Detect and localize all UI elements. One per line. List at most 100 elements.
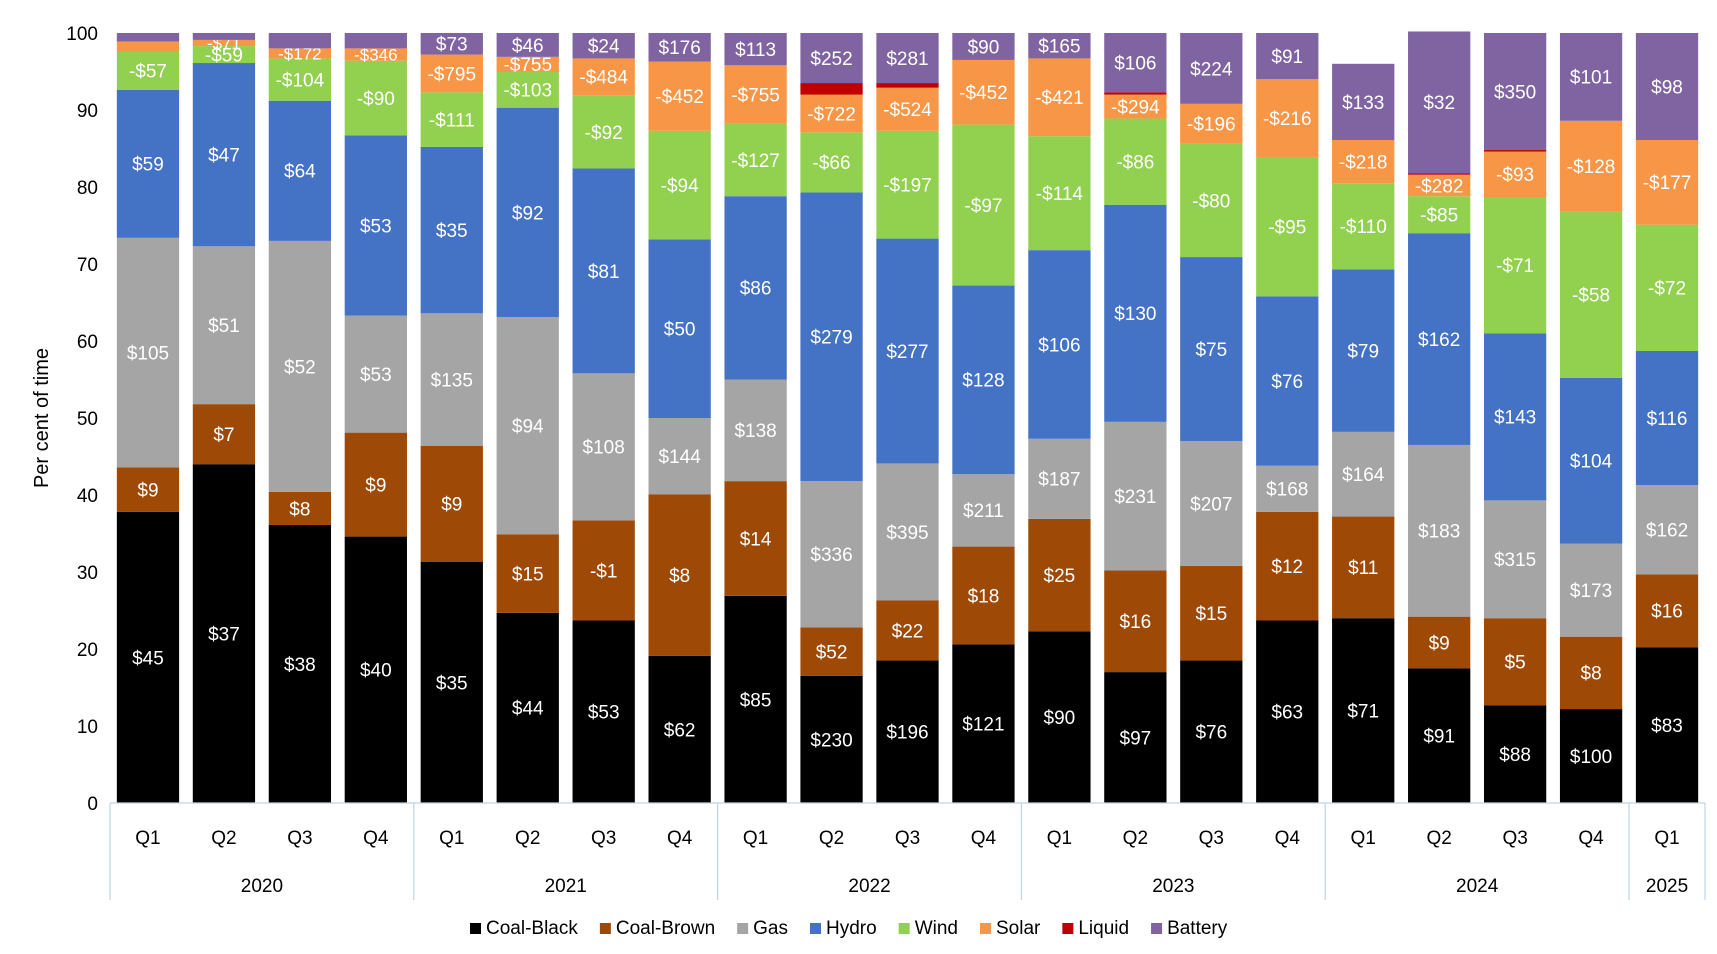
bar-segment-solar: [1408, 174, 1471, 197]
data-label: -$72: [1648, 279, 1686, 300]
legend-swatch-gas: [737, 923, 749, 934]
data-label: -$71: [1496, 256, 1534, 277]
data-label: $277: [886, 342, 928, 363]
legend-swatch-solar: [979, 923, 991, 934]
bar-segment-solar: [116, 41, 180, 52]
bar-segment-coal-black: [496, 612, 559, 803]
data-label: $15: [512, 564, 544, 585]
data-label: $62: [664, 720, 696, 741]
bar-segment-gas: [1028, 438, 1091, 519]
data-label: $35: [436, 673, 468, 694]
bar-segment-hydro: [1104, 204, 1167, 422]
data-label: -$59: [205, 45, 243, 66]
x-tick-label-quarter: Q4: [667, 828, 693, 849]
bar-segment-wind: [1408, 196, 1471, 234]
x-tick-label-quarter: Q4: [363, 828, 389, 849]
bar-segment-hydro: [800, 192, 863, 482]
bar-segment-hydro: [876, 238, 939, 464]
bar-segment-battery: [1483, 33, 1547, 151]
bar-segment-gas: [876, 463, 939, 601]
data-label: -$452: [959, 83, 1008, 104]
bar-segment-gas: [724, 379, 787, 482]
bar-segment-coal-black: [344, 536, 407, 803]
data-label: $14: [740, 529, 772, 550]
x-tick-label-quarter: Q1: [1654, 828, 1679, 849]
data-label: $24: [588, 37, 620, 58]
data-label: $47: [208, 146, 240, 167]
data-label: -$795: [427, 64, 476, 85]
data-label: $128: [962, 371, 1004, 392]
bar-segment-solar: [268, 48, 332, 59]
bar-segment-coal-black: [1483, 705, 1547, 803]
data-label: $5: [1505, 653, 1526, 674]
bar-segment-coal-brown: [952, 546, 1015, 645]
bar-segment-gas: [192, 246, 256, 405]
bar-segment-wind: [1256, 156, 1319, 297]
data-label: $53: [360, 365, 392, 386]
bar-segment-hydro: [1028, 250, 1091, 439]
bar-segment-battery: [952, 33, 1015, 60]
data-label: $196: [886, 723, 928, 744]
legend-swatch-battery: [1151, 923, 1163, 934]
bar-segment-hydro: [1559, 377, 1623, 544]
data-label: $46: [512, 36, 544, 57]
bar-segment-coal-black: [1180, 660, 1243, 803]
bar-segment-battery: [1332, 63, 1395, 141]
legend-swatch-coal-black: [470, 923, 481, 934]
data-label: -$218: [1339, 152, 1388, 173]
data-label: $40: [360, 661, 392, 682]
data-label: $104: [1570, 452, 1613, 473]
bar-segment-wind: [268, 58, 332, 101]
bar-segment-wind: [648, 130, 711, 240]
legend-label: Gas: [753, 918, 788, 939]
data-label: $224: [1190, 59, 1233, 80]
data-label: $52: [816, 643, 848, 664]
data-label: $83: [1651, 716, 1683, 737]
x-tick-label-quarter: Q1: [439, 828, 464, 849]
data-label: $9: [365, 475, 386, 496]
data-label: $8: [289, 499, 310, 520]
bar-segment-hydro: [1332, 269, 1395, 432]
bar-segment-hydro: [496, 107, 559, 318]
data-label: $9: [441, 495, 462, 516]
bar-segment-hydro: [1483, 333, 1547, 501]
y-tick-label: 90: [77, 101, 98, 122]
data-label: $90: [968, 37, 1000, 58]
data-label: -$755: [731, 85, 780, 106]
bar-segment-gas: [496, 317, 559, 535]
bar-segment-coal-black: [1408, 668, 1471, 803]
bar-segment-gas: [648, 418, 711, 495]
x-tick-label-quarter: Q3: [287, 828, 312, 849]
data-label: $12: [1271, 557, 1303, 578]
data-label: $90: [1044, 708, 1076, 729]
data-label: $9: [1429, 633, 1450, 654]
bar-segment-coal-black: [1635, 647, 1699, 803]
bar-segment-hydro: [1180, 257, 1243, 442]
x-tick-label-year: 2022: [848, 876, 890, 897]
data-label: -$196: [1187, 115, 1236, 136]
bar-segment-gas: [952, 474, 1015, 547]
x-tick-label-quarter: Q4: [971, 828, 997, 849]
y-tick-label: 80: [77, 178, 98, 199]
data-label: $97: [1120, 728, 1152, 749]
data-label: -$57: [129, 62, 167, 83]
data-label: -$111: [429, 110, 475, 131]
data-label: $336: [810, 545, 852, 566]
data-label: -$114: [1036, 184, 1084, 205]
bar-segment-hydro: [572, 168, 635, 374]
data-label: $116: [1647, 409, 1688, 430]
x-tick-label-year: 2025: [1646, 876, 1688, 897]
bar-segment-solar: [1635, 140, 1699, 225]
x-tick-label-year: 2021: [545, 876, 587, 897]
data-label: $7: [213, 425, 234, 446]
data-label: $395: [886, 523, 928, 544]
data-label: -$58: [1572, 286, 1610, 307]
bar-segment-coal-black: [952, 644, 1015, 803]
bar-segment-coal-brown: [800, 627, 863, 676]
data-label: -$1: [590, 561, 617, 582]
data-label: $53: [588, 703, 620, 724]
bar-segment-coal-brown: [1028, 518, 1091, 632]
data-label: $53: [360, 216, 392, 237]
data-label: -$755: [503, 55, 552, 76]
data-label: $315: [1494, 550, 1536, 571]
